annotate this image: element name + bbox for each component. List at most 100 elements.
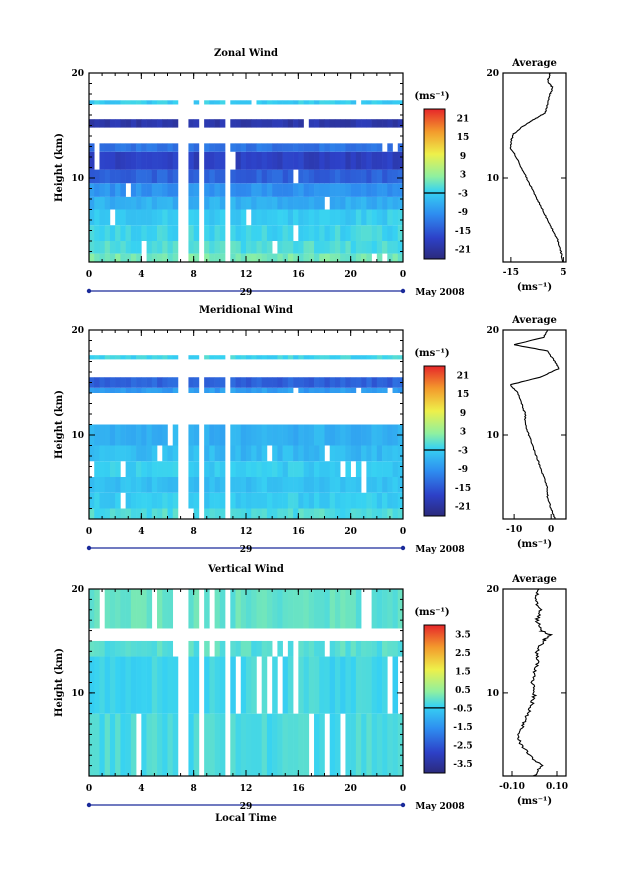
heatmap-cell [361,492,367,509]
heatmap-cell [130,377,137,388]
heatmap-cells [89,100,404,262]
avg-x-axis-label: (ms⁻¹) [517,539,552,550]
heatmap-cell [376,713,383,776]
heatmap-cell [251,477,257,493]
heatmap-cell [272,477,278,493]
heatmap-cell [392,241,399,254]
heatmap-cell [282,477,289,493]
heatmap-cell [366,100,372,105]
heatmap-cell [261,424,268,446]
heatmap-cell [193,656,200,714]
heatmap-cell [251,209,257,226]
heatmap-cell [392,387,399,393]
heatmap-cell [314,492,320,509]
heatmap-cell [89,492,95,509]
heatmap-cell [104,241,111,254]
colorbar [423,365,446,517]
heatmap-cell [109,477,116,493]
heatmap-cell [120,241,126,254]
heatmap-cell [303,355,310,360]
heatmap-cell [209,151,215,170]
heatmap-cell [193,355,200,360]
heatmap-cell [246,143,252,152]
heatmap-cell [303,151,310,170]
average-frame [502,329,567,520]
heatmap-cell [350,713,357,776]
heatmap-cell [256,713,262,776]
heatmap-cell [314,209,320,226]
heatmap-cell [246,253,252,262]
heatmap-cell [397,445,404,462]
colorbar-tick-label: 0.5 [455,686,471,696]
heatmap-cell [303,143,310,152]
heatmap-cell [298,508,304,519]
colorbar-tick-label: -1.5 [453,723,472,733]
heatmap-cell [115,169,121,184]
heatmap-cell [266,183,273,197]
heatmap-cell [115,387,121,393]
heatmap-cell [109,151,116,170]
heatmap-cell [219,713,226,776]
heatmap-cell [235,209,242,226]
heatmap-cell [230,225,236,241]
heatmap-cell [366,355,372,360]
heatmap-cell [251,424,257,446]
heatmap-cell [214,377,221,388]
heatmap-cell [240,241,247,254]
heatmap-cell [251,355,257,360]
date-axis-marker [400,802,406,808]
heatmap-cell [298,100,304,105]
heatmap-cell [266,377,273,388]
heatmap-cell [329,492,336,509]
heatmap-cell [209,169,215,184]
heatmap-cell [319,713,325,776]
heatmap-cell [366,183,372,197]
heatmap-cell [235,100,242,105]
heatmap-cell [293,713,299,776]
heatmap-cell [277,196,283,210]
heatmap-cell [172,424,179,446]
heatmap-cell [167,241,174,254]
heatmap-cell [272,100,278,105]
heatmap-cell [209,508,215,519]
heatmap-cell [366,377,372,388]
heatmap-cell [94,241,100,254]
heatmap-cell [115,183,121,197]
heatmap-cell [240,492,247,509]
heatmap-cell [209,377,215,388]
heatmap-cell [204,169,210,184]
heatmap-cell [397,492,404,509]
heatmap-cell [109,183,116,197]
heatmap-cell [94,377,100,388]
heatmap-cell [136,377,142,388]
heatmap-cell [340,377,346,388]
heatmap-cell [193,424,200,446]
heatmap-cell [235,241,242,254]
heatmap-cell [277,640,283,657]
heatmap-cell [319,241,325,254]
heatmap-cell [350,387,357,393]
heatmap-cell [308,143,315,152]
heatmap-cell [282,253,289,262]
heatmap-cell [146,241,153,254]
average-profile-line [510,329,560,519]
heatmap-cell [361,241,367,254]
avg-y-tick-label: 10 [486,174,499,184]
heatmap-cell [204,477,210,493]
heatmap-cell [261,461,268,477]
heatmap-cell [371,241,378,254]
heatmap-cell [282,387,289,393]
heatmap-cell [115,355,121,360]
heatmap-cell [167,196,174,210]
heatmap-cell [382,424,388,446]
heatmap-cell [251,151,257,170]
heatmap-cell [266,387,273,393]
heatmap-cell [230,183,236,197]
heatmap-cell [282,492,289,509]
heatmap-cell [277,492,283,509]
heatmap-cell [146,445,153,462]
heatmap-cell [350,445,357,462]
heatmap-cell [298,196,304,210]
heatmap-cell [282,424,289,446]
heatmap-cell [141,713,147,776]
